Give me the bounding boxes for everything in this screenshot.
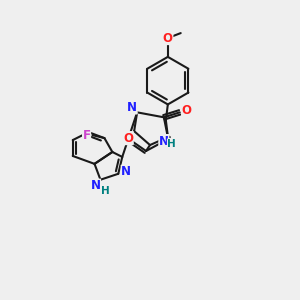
Text: O: O	[182, 104, 192, 117]
Text: O: O	[163, 32, 173, 44]
Text: F: F	[82, 129, 91, 142]
Text: N: N	[91, 179, 100, 192]
Text: H: H	[167, 139, 176, 149]
Text: O: O	[123, 132, 133, 145]
Text: H: H	[101, 186, 110, 196]
Text: N: N	[159, 135, 169, 148]
Text: N: N	[127, 101, 137, 114]
Text: N: N	[121, 165, 131, 178]
